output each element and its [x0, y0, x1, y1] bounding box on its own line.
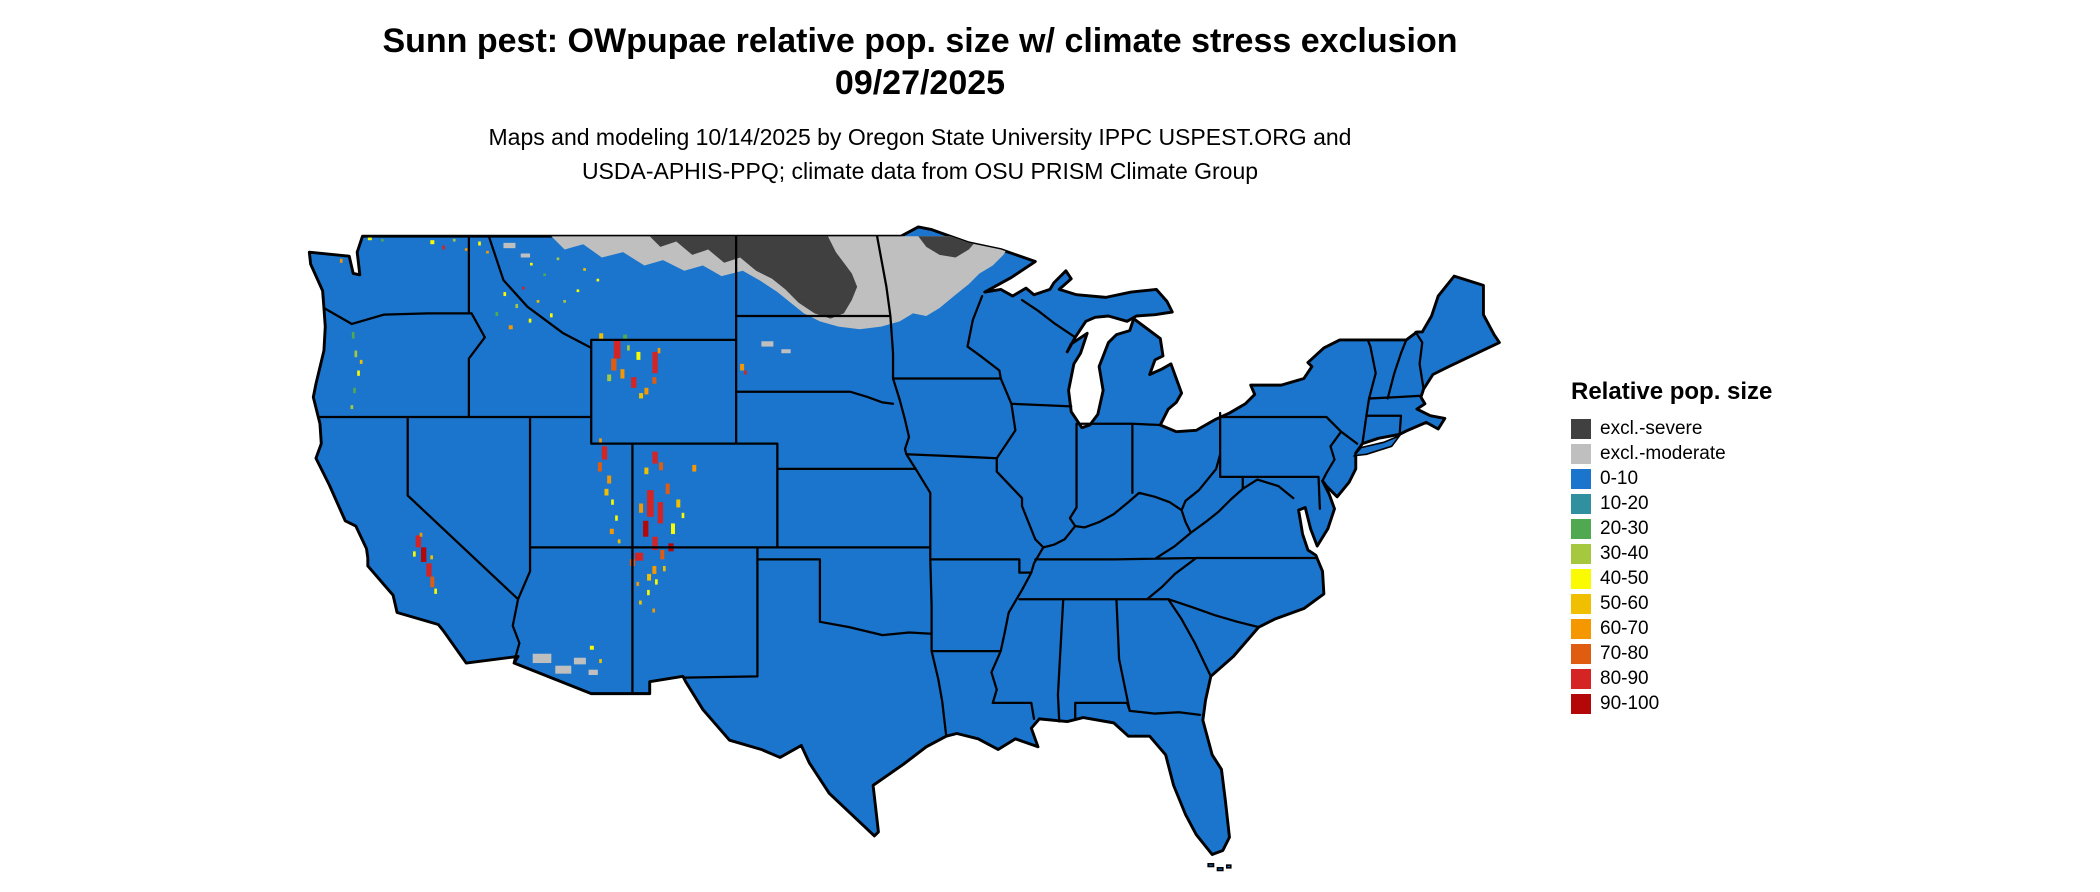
legend-item: excl.-severe — [1571, 416, 1831, 441]
legend-swatch-10-20 — [1571, 493, 1591, 514]
long-island — [1352, 433, 1403, 457]
legend-item: 0-10 — [1571, 466, 1831, 491]
map-subtitle-line1: Maps and modeling 10/14/2025 by Oregon S… — [488, 124, 1352, 150]
legend: Relative pop. size excl.-severe excl.-mo… — [1571, 378, 1831, 716]
legend-item: 50-60 — [1571, 591, 1831, 616]
legend-item: 20-30 — [1571, 516, 1831, 541]
raster-overlays — [339, 236, 1015, 676]
florida-keys — [1216, 867, 1224, 872]
legend-item: 80-90 — [1571, 666, 1831, 691]
legend-item-label: 30-40 — [1600, 543, 1649, 564]
legend-item: 40-50 — [1571, 566, 1831, 591]
us-map-container — [304, 220, 1514, 892]
legend-item: 60-70 — [1571, 616, 1831, 641]
us-conus-map — [307, 225, 1501, 872]
legend-item: 70-80 — [1571, 641, 1831, 666]
legend-item-label: 60-70 — [1600, 618, 1649, 639]
legend-item-label: excl.-severe — [1600, 418, 1703, 439]
exclusion-severe-region — [649, 236, 858, 319]
legend-title: Relative pop. size — [1571, 378, 1773, 405]
legend-swatch-excl-moderate — [1571, 443, 1591, 464]
map-subtitle: Maps and modeling 10/14/2025 by Oregon S… — [0, 120, 1840, 188]
florida-keys — [1225, 864, 1232, 869]
legend-item: 90-100 — [1571, 691, 1831, 716]
legend-item: 30-40 — [1571, 541, 1831, 566]
legend-item-label: 90-100 — [1600, 693, 1660, 714]
legend-swatch-70-80 — [1571, 643, 1591, 664]
legend-swatch-20-30 — [1571, 518, 1591, 539]
legend-item: excl.-moderate — [1571, 441, 1831, 466]
legend-item-label: 80-90 — [1600, 668, 1649, 689]
legend-swatch-60-70 — [1571, 618, 1591, 639]
legend-swatch-0-10 — [1571, 468, 1591, 489]
map-title-line1: Sunn pest: OWpupae relative pop. size w/… — [382, 22, 1458, 60]
legend-item-label: 70-80 — [1600, 643, 1649, 664]
map-title-line2: 09/27/2025 — [834, 64, 1006, 102]
florida-keys — [1207, 863, 1215, 868]
exclusion-severe-region-mn — [918, 236, 980, 258]
legend-swatch-90-100 — [1571, 693, 1591, 714]
map-subtitle-line2: USDA-APHIS-PPQ; climate data from OSU PR… — [581, 158, 1259, 184]
legend-swatch-80-90 — [1571, 668, 1591, 689]
legend-item-label: 40-50 — [1600, 568, 1649, 589]
legend-item-label: 50-60 — [1600, 593, 1649, 614]
legend-swatch-excl-severe — [1571, 418, 1591, 439]
legend-swatch-30-40 — [1571, 543, 1591, 564]
legend-item: 10-20 — [1571, 491, 1831, 516]
legend-item-label: excl.-moderate — [1600, 443, 1726, 464]
legend-item-label: 0-10 — [1600, 468, 1639, 489]
legend-item-label: 20-30 — [1600, 518, 1649, 539]
legend-swatch-50-60 — [1571, 593, 1591, 614]
legend-item-label: 10-20 — [1600, 493, 1649, 514]
map-header: Sunn pest: OWpupae relative pop. size w/… — [0, 20, 1840, 188]
state-borders — [318, 235, 1425, 738]
legend-swatch-40-50 — [1571, 568, 1591, 589]
conus-landmass — [307, 225, 1501, 856]
